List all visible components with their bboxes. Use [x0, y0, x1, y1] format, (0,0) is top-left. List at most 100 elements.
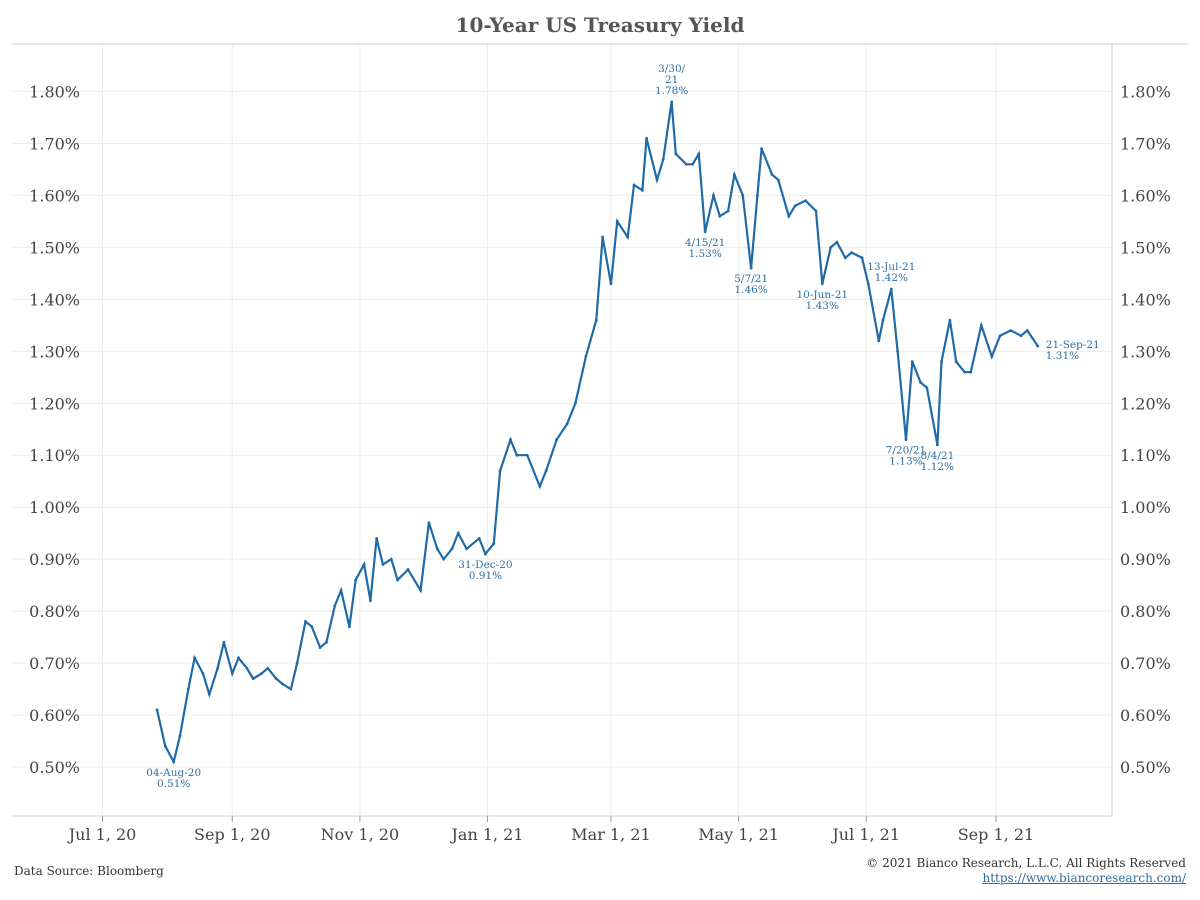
yield-point	[712, 194, 715, 197]
yield-point	[172, 760, 176, 764]
yield-point	[632, 183, 636, 187]
yield-point	[251, 677, 255, 681]
x-axis-ticks: Jul 1, 20 Sep 1, 20 Nov 1, 20 Jan 1, 21 Mar …	[67, 816, 1034, 844]
yield-point	[201, 672, 205, 675]
yield-point	[1009, 329, 1012, 332]
yield-point	[1036, 344, 1040, 348]
y-tick-label-right: 1.00%	[1120, 498, 1171, 517]
annotation: 31-Dec-200.91%	[458, 559, 512, 582]
y-tick-label-right: 1.70%	[1120, 134, 1171, 153]
yield-point	[609, 282, 613, 286]
yield-point	[389, 557, 393, 561]
annotation-label: 1.42%	[875, 272, 908, 284]
yield-point	[538, 485, 542, 488]
yield-point	[990, 355, 994, 358]
yield-point	[325, 640, 328, 644]
yield-point	[726, 209, 730, 213]
annotation-label: 1.12%	[921, 461, 954, 473]
annotation-label: 1.46%	[734, 284, 767, 296]
yield-point	[866, 282, 870, 286]
yield-point	[615, 220, 619, 223]
yield-point	[969, 370, 973, 374]
annotation-label: 1.78%	[655, 85, 688, 97]
yield-point	[281, 682, 284, 686]
yield-point	[601, 235, 604, 239]
yield-point	[318, 646, 322, 649]
annotation: 3/30/211.78%	[655, 63, 688, 97]
yield-point	[626, 235, 630, 239]
yield-point	[339, 588, 343, 592]
yield-point	[584, 355, 588, 358]
yield-point	[178, 734, 182, 738]
y-tick-label-left: 1.60%	[29, 186, 80, 205]
y-tick-label-right: 1.20%	[1120, 394, 1171, 413]
yield-point	[954, 360, 958, 364]
yield-point	[406, 568, 410, 571]
annotation: 5/7/211.46%	[734, 273, 768, 296]
y-tick-label-left: 1.70%	[29, 134, 80, 153]
yield-point	[835, 240, 839, 244]
y-tick-label-right: 0.90%	[1120, 550, 1171, 569]
yield-point	[645, 136, 648, 140]
y-tick-label-right: 0.80%	[1120, 602, 1171, 621]
x-tick-label: Jul 1, 21	[830, 825, 900, 844]
yield-point	[741, 194, 745, 197]
x-tick-label: Jul 1, 20	[67, 825, 137, 844]
yield-point	[237, 656, 240, 660]
yield-point	[222, 640, 226, 644]
yield-point	[1019, 334, 1023, 338]
yield-point	[163, 744, 167, 748]
yield-point	[260, 672, 263, 675]
y-tick-label-left: 0.90%	[29, 550, 80, 569]
yield-point	[456, 531, 460, 535]
website-link[interactable]: https://www.biancoresearch.com/	[982, 871, 1186, 885]
x-tick-label: Sep 1, 20	[194, 825, 270, 844]
y-tick-label-left: 0.80%	[29, 602, 80, 621]
yield-point	[427, 521, 431, 525]
yield-point	[718, 214, 722, 218]
x-tick-label: Mar 1, 21	[571, 825, 650, 844]
yield-point	[465, 547, 469, 551]
y-tick-label-right: 0.70%	[1120, 654, 1171, 673]
y-tick-label-left: 1.10%	[29, 446, 80, 465]
yield-point	[814, 209, 818, 213]
annotation: 7/20/211.13%	[886, 445, 926, 468]
yield-point	[655, 178, 659, 182]
y-tick-label-right: 1.30%	[1120, 342, 1171, 361]
yield-point	[881, 318, 885, 322]
yield-point	[484, 552, 487, 556]
annotation: 4/15/211.53%	[685, 237, 725, 260]
yield-point	[998, 334, 1002, 338]
y-tick-label-left: 1.50%	[29, 238, 80, 257]
yield-point	[544, 469, 548, 473]
y-tick-label-left: 0.50%	[29, 758, 80, 777]
annotation: 10-Jun-211.43%	[797, 289, 849, 312]
copyright-block: © 2021 Bianco Research, L.L.C. All Right…	[866, 856, 1186, 886]
annotation-label: 1.13%	[889, 456, 922, 468]
yield-point	[860, 256, 864, 260]
yield-point	[850, 251, 853, 254]
yield-point	[820, 282, 824, 286]
yield-point	[333, 604, 337, 608]
annotation-label: 0.51%	[157, 778, 190, 790]
annotation-label: 21	[665, 74, 678, 86]
y-tick-label-right: 0.60%	[1120, 706, 1171, 725]
yield-point	[684, 162, 688, 166]
yield-point	[245, 666, 249, 670]
yield-point	[904, 438, 908, 442]
copyright-text: © 2021 Bianco Research, L.L.C. All Right…	[866, 856, 1186, 870]
yield-point	[674, 152, 678, 156]
yield-point	[776, 178, 780, 182]
yield-point	[565, 422, 569, 426]
y-tick-label-left: 1.40%	[29, 290, 80, 309]
y-tick-label-right: 0.50%	[1120, 758, 1171, 777]
yield-point	[555, 438, 558, 442]
yield-point	[368, 599, 372, 603]
yield-point	[979, 323, 983, 327]
yield-point	[375, 536, 379, 540]
y-tick-label-left: 1.30%	[29, 342, 80, 361]
annotation-label: 0.91%	[469, 570, 502, 582]
annotation-label: 8/4/21	[920, 450, 954, 462]
yield-point	[760, 147, 764, 151]
